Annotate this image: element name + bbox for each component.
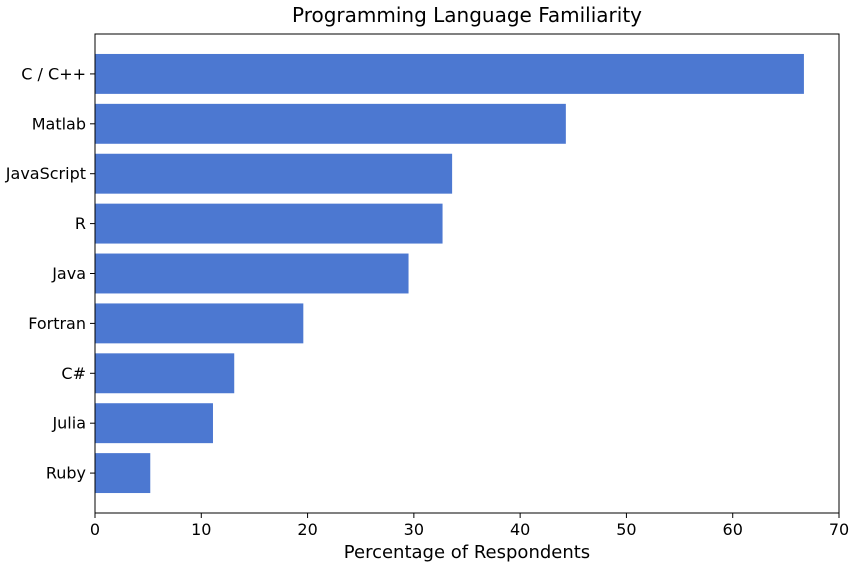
- chart-title: Programming Language Familiarity: [292, 3, 642, 27]
- bar-r: [95, 203, 443, 244]
- y-tick-label: Julia: [51, 414, 86, 433]
- x-tick-label: 70: [829, 520, 849, 539]
- x-tick-label: 0: [90, 520, 100, 539]
- y-tick-label: Ruby: [46, 464, 86, 483]
- y-tick-label: Java: [51, 264, 86, 283]
- y-tick-label: C#: [61, 364, 86, 383]
- plot-frame: [94, 33, 840, 514]
- y-tick-label: Fortran: [28, 314, 86, 333]
- x-tick-label: 40: [510, 520, 530, 539]
- bar-ruby: [95, 453, 151, 494]
- bar-fortran: [95, 303, 304, 344]
- bar-matlab: [95, 103, 566, 144]
- y-tick-label: R: [75, 214, 86, 233]
- bar-java: [95, 253, 409, 294]
- x-axis-label: Percentage of Respondents: [344, 542, 590, 563]
- x-tick-label: 20: [297, 520, 317, 539]
- bars-layer: [95, 53, 804, 494]
- bar-julia: [95, 403, 213, 444]
- x-tick-label: 60: [723, 520, 743, 539]
- bar-c-c: [95, 53, 804, 94]
- x-tick-label: 10: [191, 520, 211, 539]
- bar-javascript: [95, 153, 453, 194]
- x-tick-label: 50: [616, 520, 636, 539]
- y-axis-ticks: C / C++ Matlab JavaScript R Java Fortran C# Jul…: [5, 64, 95, 483]
- x-axis-ticks: 0 10 20 30 40 50 60 70: [90, 513, 849, 539]
- y-tick-label: C / C++: [21, 64, 86, 83]
- y-tick-label: Matlab: [32, 114, 86, 133]
- x-tick-label: 30: [404, 520, 424, 539]
- y-tick-label: JavaScript: [5, 164, 86, 183]
- bar-c: [95, 353, 235, 394]
